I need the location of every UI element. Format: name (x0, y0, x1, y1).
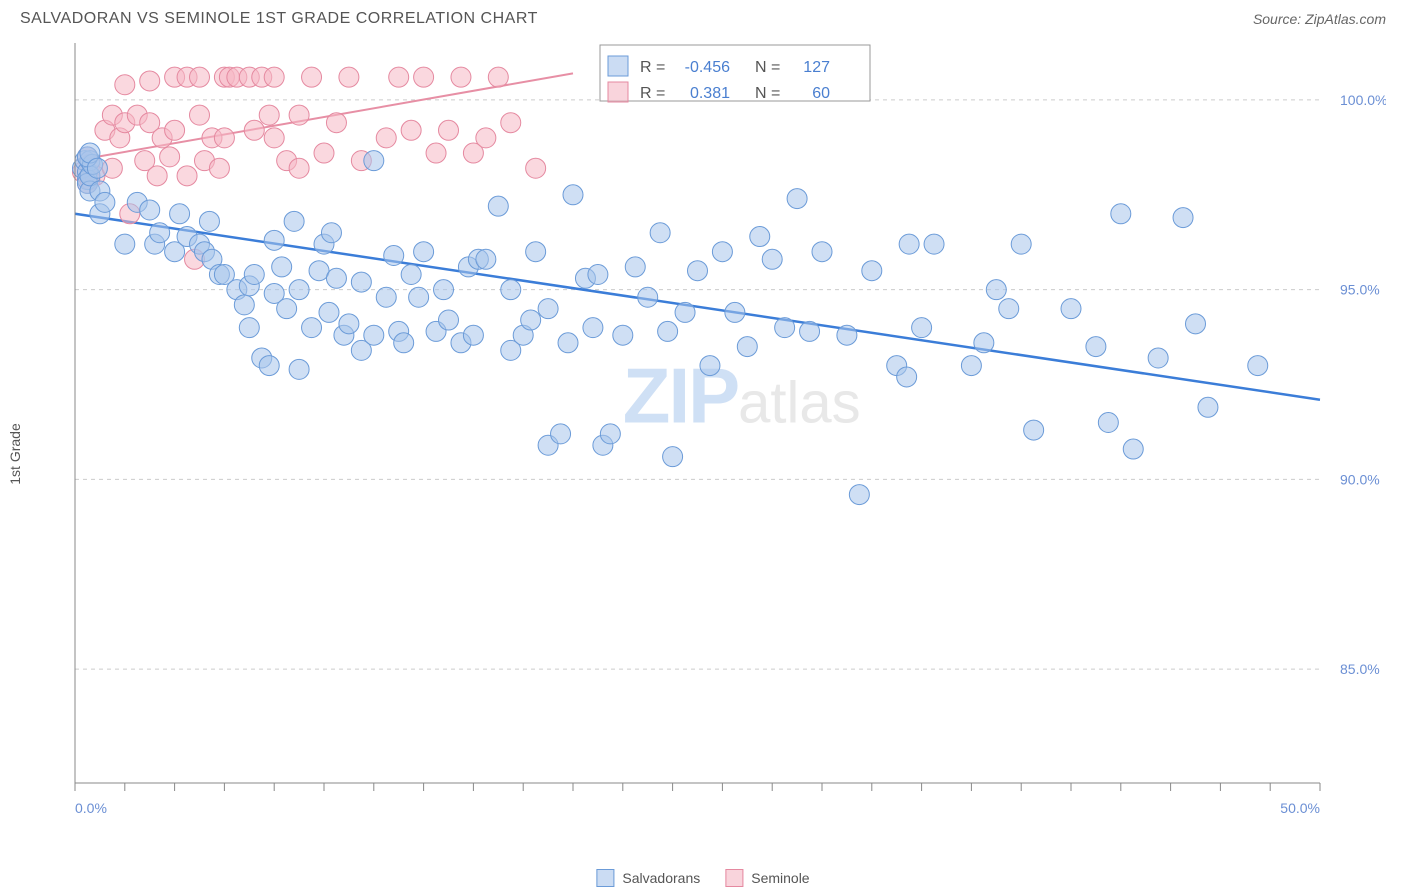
svg-text:-0.456: -0.456 (685, 59, 730, 76)
legend-swatch (725, 869, 743, 887)
legend-label: Seminole (751, 870, 809, 886)
svg-text:95.0%: 95.0% (1340, 282, 1380, 298)
legend-item: Seminole (725, 869, 809, 887)
chart-title: SALVADORAN VS SEMINOLE 1ST GRADE CORRELA… (20, 10, 538, 28)
svg-text:N =: N = (755, 85, 780, 102)
svg-text:R =: R = (640, 59, 665, 76)
svg-text:50.0%: 50.0% (1280, 800, 1320, 816)
svg-text:ZIPatlas: ZIPatlas (623, 351, 861, 439)
scatter-chart: 85.0% 90.0% 95.0% 100.0% ZIPatlas 0.0% 50.0% R … (60, 33, 1386, 823)
svg-text:0.381: 0.381 (690, 85, 730, 102)
svg-text:127: 127 (803, 59, 830, 76)
y-axis-label: 1st Grade (7, 423, 23, 484)
svg-text:90.0%: 90.0% (1340, 471, 1380, 487)
source-label: Source: ZipAtlas.com (1253, 11, 1386, 27)
legend-item: Salvadorans (596, 869, 700, 887)
svg-text:60: 60 (812, 85, 830, 102)
chart-container: 85.0% 90.0% 95.0% 100.0% ZIPatlas 0.0% 50.0% R … (60, 33, 1386, 823)
svg-text:0.0%: 0.0% (75, 800, 107, 816)
svg-text:100.0%: 100.0% (1340, 92, 1386, 108)
svg-text:85.0%: 85.0% (1340, 661, 1380, 677)
legend-label: Salvadorans (622, 870, 700, 886)
bottom-legend: Salvadorans Seminole (596, 869, 809, 887)
legend-swatch (596, 869, 614, 887)
svg-text:R =: R = (640, 85, 665, 102)
svg-text:N =: N = (755, 59, 780, 76)
